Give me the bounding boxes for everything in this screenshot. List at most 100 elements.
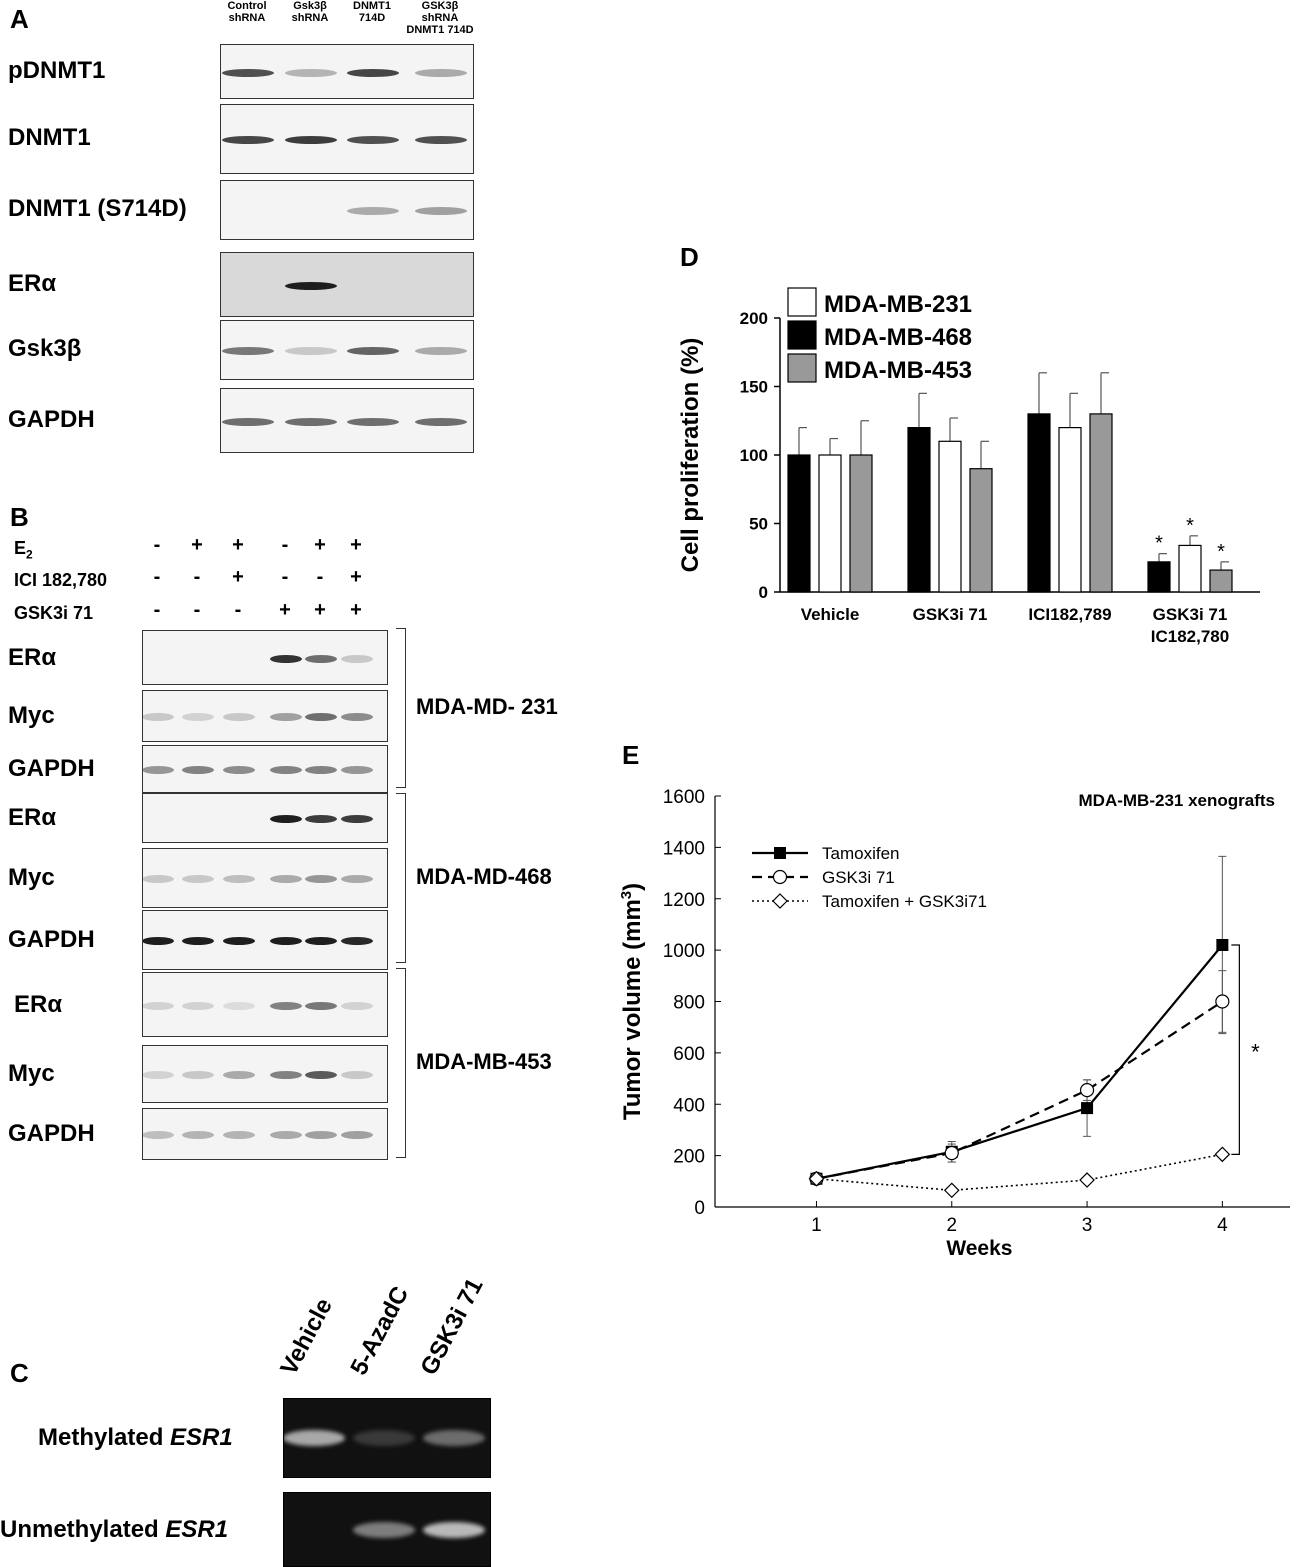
- legend-marker: [772, 869, 788, 885]
- gel-band: [353, 1521, 415, 1538]
- significance-star: *: [1217, 541, 1225, 563]
- significance-star: *: [1251, 1040, 1260, 1065]
- panel-a-blot: [220, 320, 474, 380]
- panel-b-row-label: Myc: [8, 864, 55, 891]
- western-band: [305, 815, 337, 823]
- western-band: [415, 417, 467, 426]
- y-tick-label: 1600: [663, 787, 705, 808]
- western-band: [347, 68, 399, 77]
- western-band: [222, 136, 274, 144]
- western-band: [305, 654, 337, 663]
- panel-b-row-label: Myc: [8, 702, 55, 729]
- western-band: [270, 1071, 302, 1079]
- western-band: [223, 766, 255, 774]
- panel-b-blot: [142, 690, 388, 742]
- treatment-sign: -: [153, 599, 161, 621]
- treatment-sign: -: [153, 534, 161, 556]
- gel-column-label: 5-AzadC: [345, 1282, 415, 1380]
- panel-a-column-label: GSK3β shRNA DNMT1 714D: [402, 0, 478, 36]
- legend-swatch: [787, 353, 817, 383]
- gel-band: [284, 1430, 345, 1446]
- western-band: [143, 875, 174, 883]
- treatment-sign: +: [350, 566, 362, 588]
- panel-b-letter: B: [10, 502, 29, 532]
- western-band: [305, 937, 337, 945]
- y-tick-label: 200: [673, 1147, 705, 1168]
- treatment-label: E2: [14, 538, 33, 562]
- legend-swatch: [787, 287, 817, 317]
- panel-a-column-label: Gsk3β shRNA: [272, 0, 348, 24]
- y-tick-label: 50: [749, 515, 768, 534]
- y-tick-label: 800: [673, 993, 705, 1014]
- data-point: [1216, 938, 1229, 951]
- panel-b-row-label: ERα: [8, 804, 57, 831]
- bar: [1027, 413, 1051, 593]
- y-tick-label: 1400: [663, 838, 705, 859]
- treatment-sign: +: [191, 534, 203, 556]
- panel-b-row-label: ERα: [8, 643, 57, 671]
- panel-b-blot: [142, 793, 388, 843]
- significance-star: *: [1186, 515, 1194, 537]
- panel-a-column-label: DNMT1 714D: [334, 0, 410, 24]
- treatment-label: GSK3i 71: [14, 603, 94, 623]
- y-axis-title: Tumor volume (mm3): [618, 883, 646, 1120]
- western-band: [285, 68, 337, 77]
- treatment-sign: -: [193, 566, 201, 588]
- panel-e-letter: E: [622, 740, 640, 770]
- panel-a-column-label: Control shRNA: [209, 0, 285, 24]
- western-band: [223, 937, 255, 945]
- western-band: [347, 136, 399, 144]
- treatment-sign: -: [153, 566, 161, 588]
- cell-line-label: MDA-MD- 231: [416, 694, 558, 719]
- bar: [1209, 569, 1233, 593]
- panel-a-row-label: Gsk3β: [8, 335, 82, 362]
- western-band: [223, 1001, 255, 1010]
- western-band: [182, 1071, 214, 1079]
- panel-b-row-label: GAPDH: [8, 755, 95, 782]
- western-band: [270, 1131, 302, 1139]
- western-band: [182, 1131, 214, 1139]
- y-tick-label: 400: [673, 1095, 705, 1116]
- group-bracket: [396, 628, 406, 788]
- western-band: [223, 1131, 255, 1139]
- panel-b-row-label: GAPDH: [8, 926, 95, 953]
- western-band: [415, 347, 467, 355]
- western-band: [341, 1071, 373, 1079]
- western-band: [143, 1131, 174, 1139]
- panel-a-blot: [220, 44, 474, 99]
- column-label-line2: shRNA: [291, 12, 329, 24]
- panel-b-blot: [142, 910, 388, 970]
- legend-label: Tamoxifen: [822, 844, 899, 863]
- western-band: [182, 1001, 214, 1010]
- treatment-sign: -: [193, 599, 201, 621]
- data-point: [1081, 1102, 1094, 1115]
- legend-label: MDA-MB-453: [824, 357, 972, 384]
- column-label-line2: DNMT1 714D: [406, 24, 474, 36]
- western-band: [305, 713, 337, 721]
- gene-name: ESR1: [170, 1424, 233, 1451]
- gel-image: [283, 1398, 491, 1478]
- panel-b-blot: [142, 1045, 388, 1103]
- category-label: GSK3i 71: [1153, 605, 1228, 624]
- legend-swatch: [787, 320, 817, 350]
- treatment-sign: +: [279, 599, 291, 621]
- western-band: [222, 417, 274, 426]
- category-label: Vehicle: [801, 605, 860, 624]
- x-tick-label: 3: [1082, 1215, 1093, 1236]
- western-band: [341, 1001, 373, 1010]
- bar: [969, 468, 993, 593]
- western-band: [270, 654, 302, 663]
- cell-line-label: MDA-MB-453: [416, 1049, 552, 1074]
- western-band: [305, 766, 337, 774]
- western-band: [223, 1071, 255, 1079]
- bar: [1178, 544, 1202, 593]
- western-band: [143, 766, 174, 774]
- y-tick-label: 1000: [663, 941, 705, 962]
- panel-a-letter: A: [10, 4, 29, 34]
- group-bracket: [396, 968, 406, 1158]
- y-tick-label: 0: [694, 1198, 705, 1219]
- western-band: [270, 766, 302, 774]
- x-axis-title: Weeks: [946, 1237, 1012, 1260]
- data-point: [943, 1182, 960, 1199]
- western-band: [341, 654, 373, 663]
